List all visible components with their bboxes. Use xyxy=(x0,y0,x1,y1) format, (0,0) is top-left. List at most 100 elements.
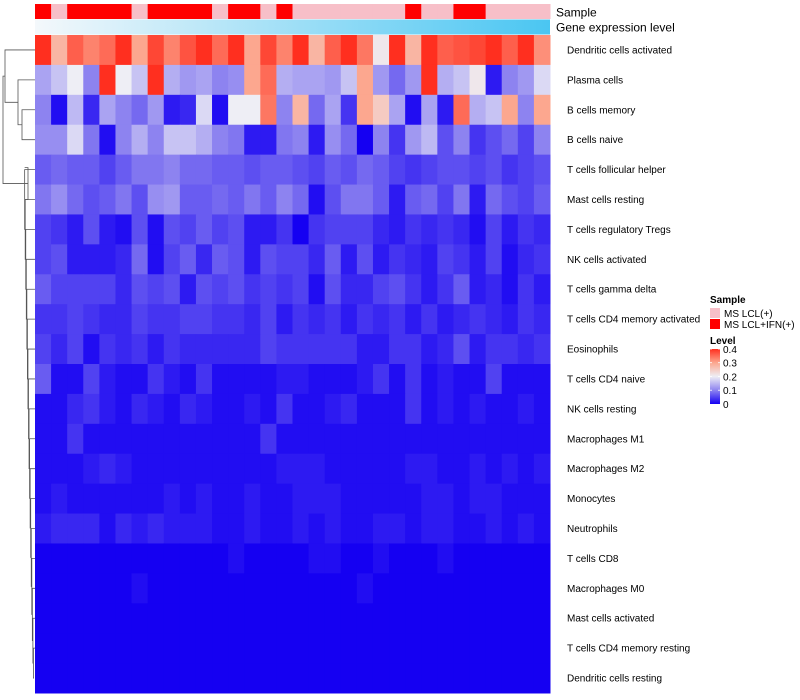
sample-legend: Sample MS LCL(+) MS LCL+IFN(+) xyxy=(710,295,795,331)
heatmap-cell xyxy=(244,35,261,66)
heatmap-cell xyxy=(83,154,100,186)
heatmap-cell xyxy=(421,543,438,574)
sample-annotation-cell xyxy=(356,4,374,19)
dendrogram-branch xyxy=(17,79,35,126)
heatmap-cell xyxy=(276,244,293,275)
heatmap-cell xyxy=(276,663,293,694)
heatmap-cell xyxy=(389,35,406,66)
heatmap-cell xyxy=(469,573,487,604)
heatmap-cell xyxy=(83,364,100,395)
heatmap-cell xyxy=(228,453,245,485)
heatmap-cell xyxy=(372,364,390,395)
heatmap-cell xyxy=(485,543,503,574)
heatmap-cell xyxy=(244,274,261,305)
heatmap-cell xyxy=(179,483,197,515)
sample-annotation-cell xyxy=(292,4,310,19)
heatmap-cell xyxy=(67,573,84,604)
heatmap-cell xyxy=(51,334,68,365)
heatmap-cell xyxy=(163,423,181,455)
row-label: NK cells resting xyxy=(567,404,636,415)
heatmap-cell xyxy=(131,35,149,66)
heatmap-cell xyxy=(324,543,342,574)
heatmap-cell xyxy=(212,603,229,634)
heatmap-cell xyxy=(147,244,165,275)
heatmap-cell xyxy=(340,214,358,245)
heatmap-cell xyxy=(51,543,68,574)
heatmap-cell xyxy=(453,513,471,544)
heatmap-cell xyxy=(469,35,487,66)
heatmap-cell xyxy=(453,214,471,245)
heatmap-cell xyxy=(51,423,68,455)
heatmap-cell xyxy=(372,393,390,425)
heatmap-cell xyxy=(195,663,213,694)
heatmap-cell xyxy=(453,94,471,126)
heatmap-cell xyxy=(147,154,165,186)
expression-track-label: Gene expression level xyxy=(556,21,675,35)
heatmap-cell xyxy=(389,154,406,186)
heatmap-cell xyxy=(212,483,229,515)
row-label: T cells gamma delta xyxy=(567,285,657,296)
heatmap-cell xyxy=(115,334,133,365)
sample-annotation-cell xyxy=(276,4,293,19)
heatmap-cell xyxy=(115,184,133,215)
heatmap-cell xyxy=(340,633,358,664)
row-label: T cells follicular helper xyxy=(567,165,666,176)
heatmap-cell xyxy=(517,543,535,574)
heatmap-cell xyxy=(212,543,229,574)
heatmap-cell xyxy=(35,184,52,215)
heatmap-cell xyxy=(260,423,277,455)
heatmap-cell xyxy=(228,214,245,245)
heatmap-cell xyxy=(389,453,406,485)
sample-annotation-cell xyxy=(421,4,438,19)
heatmap-cell xyxy=(228,154,245,186)
heatmap-cell xyxy=(51,364,68,395)
heatmap-cell xyxy=(115,94,133,126)
heatmap-cell xyxy=(437,334,454,365)
heatmap-cell xyxy=(131,154,149,186)
heatmap-cell xyxy=(131,513,149,544)
heatmap-cell xyxy=(421,124,438,156)
sample-annotation-cell xyxy=(372,4,390,19)
heatmap-cell xyxy=(356,274,374,305)
heatmap-cell xyxy=(308,633,326,664)
level-tick-0.1: 0.1 xyxy=(723,386,737,397)
dendrogram-branch xyxy=(32,617,35,664)
heatmap-cell xyxy=(51,453,68,485)
heatmap-cell xyxy=(453,364,471,395)
heatmap-cell xyxy=(115,513,133,544)
heatmap-cell xyxy=(308,64,326,96)
heatmap-cell xyxy=(35,573,52,604)
heatmap-cell xyxy=(163,35,181,66)
heatmap-cell xyxy=(51,184,68,215)
heatmap-cell xyxy=(244,124,261,156)
heatmap-cell xyxy=(228,573,245,604)
heatmap-cell xyxy=(453,453,471,485)
heatmap-cell xyxy=(163,603,181,634)
sample-legend-label-1: MS LCL+IFN(+) xyxy=(724,320,795,331)
heatmap-cell xyxy=(276,423,293,455)
heatmap-cell xyxy=(453,35,471,66)
heatmap-cell xyxy=(228,543,245,574)
row-label: Monocytes xyxy=(567,494,615,505)
heatmap-cell xyxy=(244,334,261,365)
heatmap-cell xyxy=(212,573,229,604)
heatmap-cell xyxy=(35,393,52,425)
heatmap-cell xyxy=(356,393,374,425)
heatmap-cell xyxy=(533,663,551,694)
heatmap-cell xyxy=(453,603,471,634)
sample-annotation-cell xyxy=(99,4,116,19)
heatmap-cell xyxy=(179,663,197,694)
heatmap-cell xyxy=(356,423,374,455)
heatmap-cell xyxy=(405,603,422,634)
heatmap-cell xyxy=(372,35,390,66)
heatmap-cell xyxy=(517,393,535,425)
heatmap-cell xyxy=(292,453,310,485)
heatmap-cell xyxy=(340,64,358,96)
heatmap-cell xyxy=(372,543,390,574)
heatmap-cell xyxy=(179,244,197,275)
heatmap-cell xyxy=(115,423,133,455)
heatmap-cell xyxy=(83,244,100,275)
sample-annotation-cell xyxy=(308,4,326,19)
heatmap-cell xyxy=(147,35,165,66)
heatmap-cell xyxy=(179,603,197,634)
